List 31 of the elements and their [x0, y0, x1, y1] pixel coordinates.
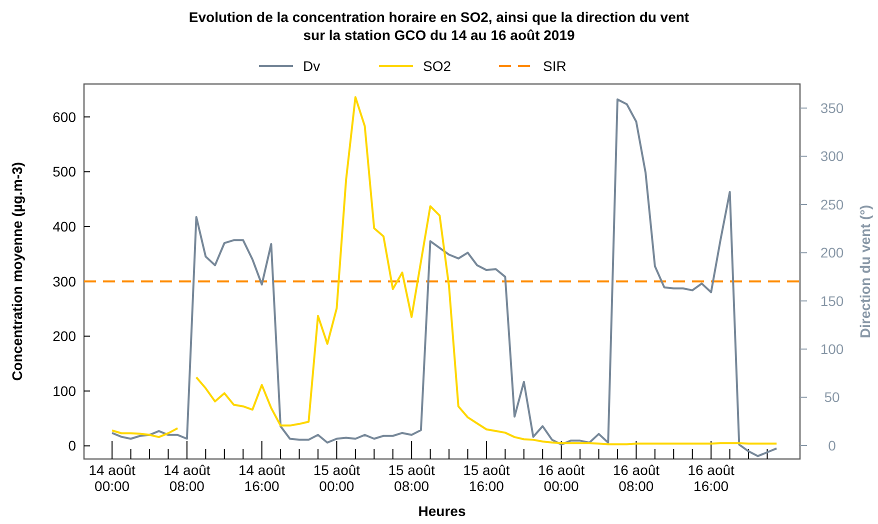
x-tick-label: 15 août 08:00 [388, 462, 436, 494]
x-tick-label: 14 août 08:00 [164, 462, 210, 494]
y2-axis-title: Direction du vent (°) [857, 204, 873, 338]
y-tick-label: 300 [52, 273, 76, 290]
x-tick-label: 15 août 16:00 [463, 462, 510, 494]
x-tick-label: 16 août 00:00 [538, 462, 585, 494]
y-tick-label: 500 [52, 164, 76, 180]
x-tick-label: 14 août 16:00 [238, 462, 286, 494]
y-tick-label: 0 [68, 438, 76, 454]
legend-label: SIR [543, 58, 566, 74]
y2-tick-label: 300 [820, 148, 844, 164]
y2-tick-label: 250 [820, 196, 844, 212]
x-tick-label: 15 août 00:00 [313, 462, 360, 494]
y2-tick-label: 50 [824, 389, 840, 406]
y-tick-label: 400 [52, 218, 76, 234]
y2-tick-label: 0 [828, 437, 836, 454]
legend-label: Dv [303, 58, 320, 74]
legend-label: SO2 [423, 58, 452, 74]
x-axis-title: Heures [418, 503, 466, 519]
y-tick-label: 600 [52, 108, 76, 125]
x-tick-label: 16 août 08:00 [612, 462, 660, 494]
chart-title: Evolution de la concentration horaire en SO2, ainsi que la direction du vent sur la station GCO du 14 au 16 août 2019 [188, 9, 690, 43]
x-tick-label: 14 août 00:00 [88, 462, 136, 494]
y-tick-label: 200 [52, 328, 76, 344]
y2-tick-label: 100 [820, 341, 844, 358]
x-tick-label: 16 août 16:00 [688, 462, 735, 494]
y-axis-title: Concentration moyenne (µg.m-3) [9, 162, 25, 381]
y-tick-label: 100 [52, 382, 76, 399]
y2-tick-label: 200 [820, 244, 844, 261]
y2-tick-label: 350 [820, 100, 844, 116]
y2-tick-label: 150 [820, 292, 844, 309]
